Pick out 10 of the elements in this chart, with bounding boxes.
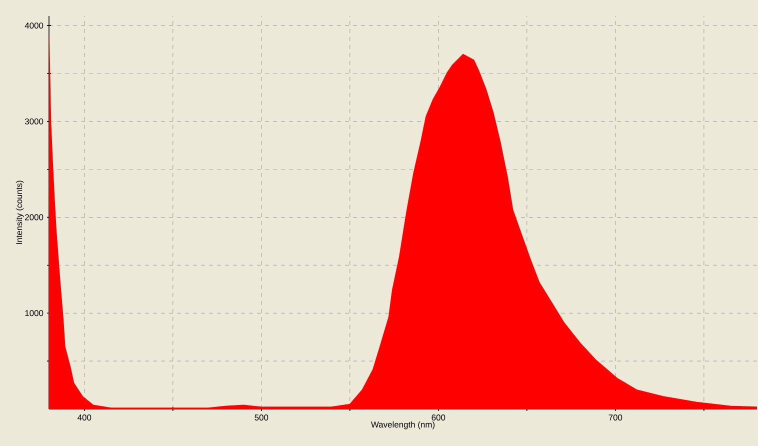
x-tick-label: 600 bbox=[432, 414, 446, 421]
x-tick-label: 500 bbox=[254, 414, 268, 421]
y-tick-label: 3000 bbox=[24, 118, 44, 124]
y-tick-label: 2000 bbox=[25, 214, 44, 220]
x-tick-label: 700 bbox=[608, 414, 622, 421]
y-tick-label: 1000 bbox=[25, 310, 44, 316]
y-axis-title: Intensity (counts) bbox=[16, 180, 24, 244]
x-axis-title: Wavelength (nm) bbox=[370, 421, 435, 430]
y-tick-label: 4000 bbox=[24, 22, 44, 29]
x-tick-label: 400 bbox=[78, 414, 92, 421]
